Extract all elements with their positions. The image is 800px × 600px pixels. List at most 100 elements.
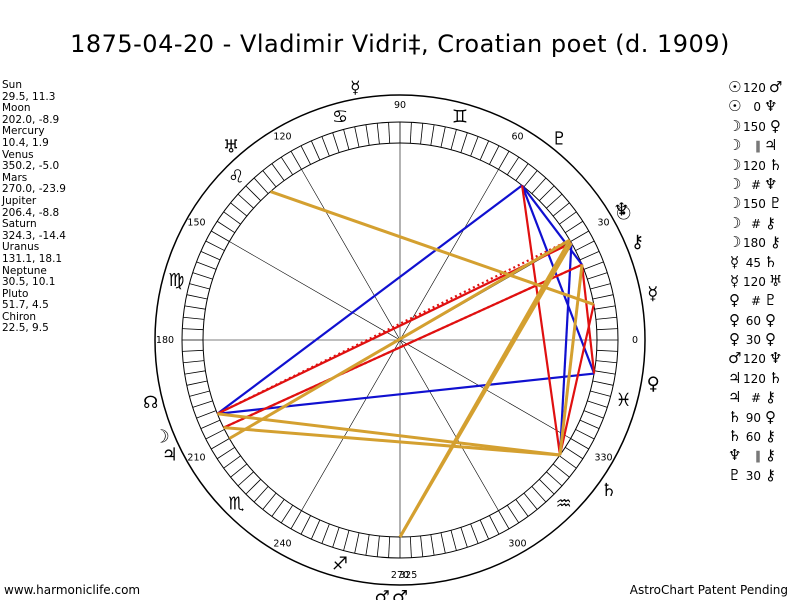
aspect-line-gold bbox=[223, 426, 561, 457]
aspect-planet-1: ♀ bbox=[729, 291, 740, 310]
degree-tick bbox=[237, 193, 254, 209]
degree-tick bbox=[587, 400, 608, 408]
degree-label: 0 bbox=[632, 335, 638, 346]
aspect-planet-2: ♀ bbox=[765, 310, 776, 329]
planet-name: Pluto bbox=[2, 287, 29, 300]
aspect-planet-2: ⚷ bbox=[765, 213, 776, 232]
aspect-row: ♃ # ⚷ bbox=[728, 388, 782, 407]
degree-tick bbox=[583, 410, 604, 419]
degree-tick bbox=[515, 163, 529, 181]
degree-tick bbox=[237, 471, 254, 487]
degree-tick bbox=[420, 123, 424, 145]
degree-tick bbox=[196, 261, 217, 270]
planet-coords: 51.7, 4.5 bbox=[2, 299, 49, 312]
aspect-row: ♇ 30 ⚷ bbox=[728, 466, 782, 485]
footer-website: www.harmoniclife.com bbox=[4, 583, 141, 597]
aspect-line-blue bbox=[216, 184, 523, 415]
degree-tick bbox=[186, 380, 208, 386]
degree-tick bbox=[290, 510, 302, 529]
degree-tick bbox=[590, 390, 611, 397]
degree-tick bbox=[552, 463, 570, 478]
degree-tick bbox=[365, 124, 370, 146]
planet-name: Uranus bbox=[2, 241, 40, 254]
degree-tick bbox=[183, 316, 205, 320]
aspect-planet-2: ♆ bbox=[768, 349, 783, 368]
aspect-planet-1: ☽ bbox=[728, 155, 742, 174]
aspect-row: ☽ 150 ♇ bbox=[728, 194, 782, 213]
aspect-planet-2: ⚷ bbox=[769, 233, 781, 252]
aspect-planet-2: ♀ bbox=[765, 330, 776, 349]
outer-ring bbox=[154, 94, 646, 586]
planet-glyph-icon: ♀ bbox=[647, 374, 660, 395]
degree-tick bbox=[216, 446, 235, 460]
aspect-angle: 30 bbox=[745, 333, 761, 348]
aspect-list: ☉ 120 ♂ ☉ 0 ♆ ☽ 150 ♀ ☽ ∥ ♃ ☽ 120 ♄ ☽ # ♆ ☽ 150 ♇ ☽ # ⚷ ☽ 180 ⚷ ☿ 45… bbox=[728, 78, 782, 485]
aspect-planet-2: ⚷ bbox=[765, 427, 776, 446]
planet-name: Venus bbox=[2, 148, 34, 161]
degree-tick bbox=[354, 532, 360, 554]
degree-tick bbox=[460, 527, 468, 548]
degree-tick bbox=[184, 305, 206, 310]
degree-tick bbox=[189, 283, 210, 290]
degree-label: 180 bbox=[156, 335, 174, 346]
aspect-planet-2: ♇ bbox=[764, 291, 778, 310]
aspect-row: ♃ 120 ♄ bbox=[728, 369, 782, 388]
aspect-planet-1: ☉ bbox=[728, 78, 742, 96]
planet-coords: 131.1, 18.1 bbox=[2, 252, 63, 265]
aspect-planet-2: ♄ bbox=[768, 368, 783, 387]
degree-tick bbox=[200, 250, 221, 261]
aspect-planet-2: ♀ bbox=[769, 116, 781, 135]
zodiac-sign-icon: ♏ bbox=[228, 494, 244, 515]
aspect-planet-2: ♃ bbox=[764, 136, 778, 155]
degree-tick bbox=[450, 129, 457, 150]
degree-label: 90 bbox=[394, 100, 406, 111]
degree-tick bbox=[321, 523, 330, 544]
degree-tick bbox=[430, 534, 435, 556]
planet-coords: 22.5, 9.5 bbox=[2, 322, 49, 335]
aspect-angle: 45 bbox=[745, 255, 761, 270]
degree-tick bbox=[189, 390, 210, 397]
degree-tick bbox=[570, 438, 589, 450]
planet-name: Neptune bbox=[2, 264, 47, 277]
degree-tick bbox=[205, 429, 225, 440]
degree-tick bbox=[590, 283, 611, 290]
degree-tick bbox=[489, 145, 500, 165]
zodiac-sign-icon: ♐ bbox=[332, 554, 348, 575]
aspect-row: ☿ 45 ♄ bbox=[728, 253, 782, 272]
aspect-angle: 60 bbox=[745, 313, 761, 328]
degree-tick bbox=[223, 211, 241, 225]
aspect-line-gold bbox=[228, 238, 571, 440]
planet-coords: 10.4, 1.9 bbox=[2, 136, 49, 149]
degree-label: 325 bbox=[399, 570, 417, 581]
degree-tick bbox=[596, 328, 618, 331]
degree-tick bbox=[365, 534, 370, 556]
planet-glyph-icon: ♆ bbox=[613, 200, 629, 221]
degree-tick bbox=[539, 185, 555, 201]
planet-glyph-icon: ♄ bbox=[601, 480, 617, 501]
aspect-planet-1: ♄ bbox=[728, 427, 742, 446]
aspect-row: ♆ ∥ ⚷ bbox=[728, 446, 782, 465]
degree-tick bbox=[479, 140, 490, 161]
degree-label: 210 bbox=[187, 453, 205, 464]
degree-tick bbox=[310, 140, 321, 161]
planet-glyph-icon: ♅ bbox=[223, 136, 239, 157]
aspect-angle: # bbox=[750, 294, 761, 309]
degree-tick bbox=[579, 250, 600, 261]
aspect-row: ☉ 120 ♂ bbox=[728, 78, 782, 97]
planet-coords: 270.0, -23.9 bbox=[2, 183, 66, 196]
degree-tick bbox=[430, 124, 435, 146]
aspect-planet-2: ♆ bbox=[764, 174, 778, 193]
degree-label: 60 bbox=[511, 131, 523, 142]
degree-tick bbox=[539, 479, 555, 495]
aspect-planet-2: ♇ bbox=[768, 194, 783, 213]
degree-tick bbox=[575, 429, 595, 440]
zodiac-sign-icon: ♍ bbox=[168, 270, 184, 291]
degree-tick bbox=[592, 294, 614, 300]
aspect-line-red bbox=[223, 263, 583, 429]
degree-tick bbox=[300, 145, 311, 165]
aspect-angle: 150 bbox=[743, 197, 766, 212]
degree-tick bbox=[546, 193, 563, 209]
aspect-planet-1: ♄ bbox=[728, 407, 742, 426]
degree-tick bbox=[290, 151, 302, 170]
degree-tick bbox=[579, 419, 600, 430]
